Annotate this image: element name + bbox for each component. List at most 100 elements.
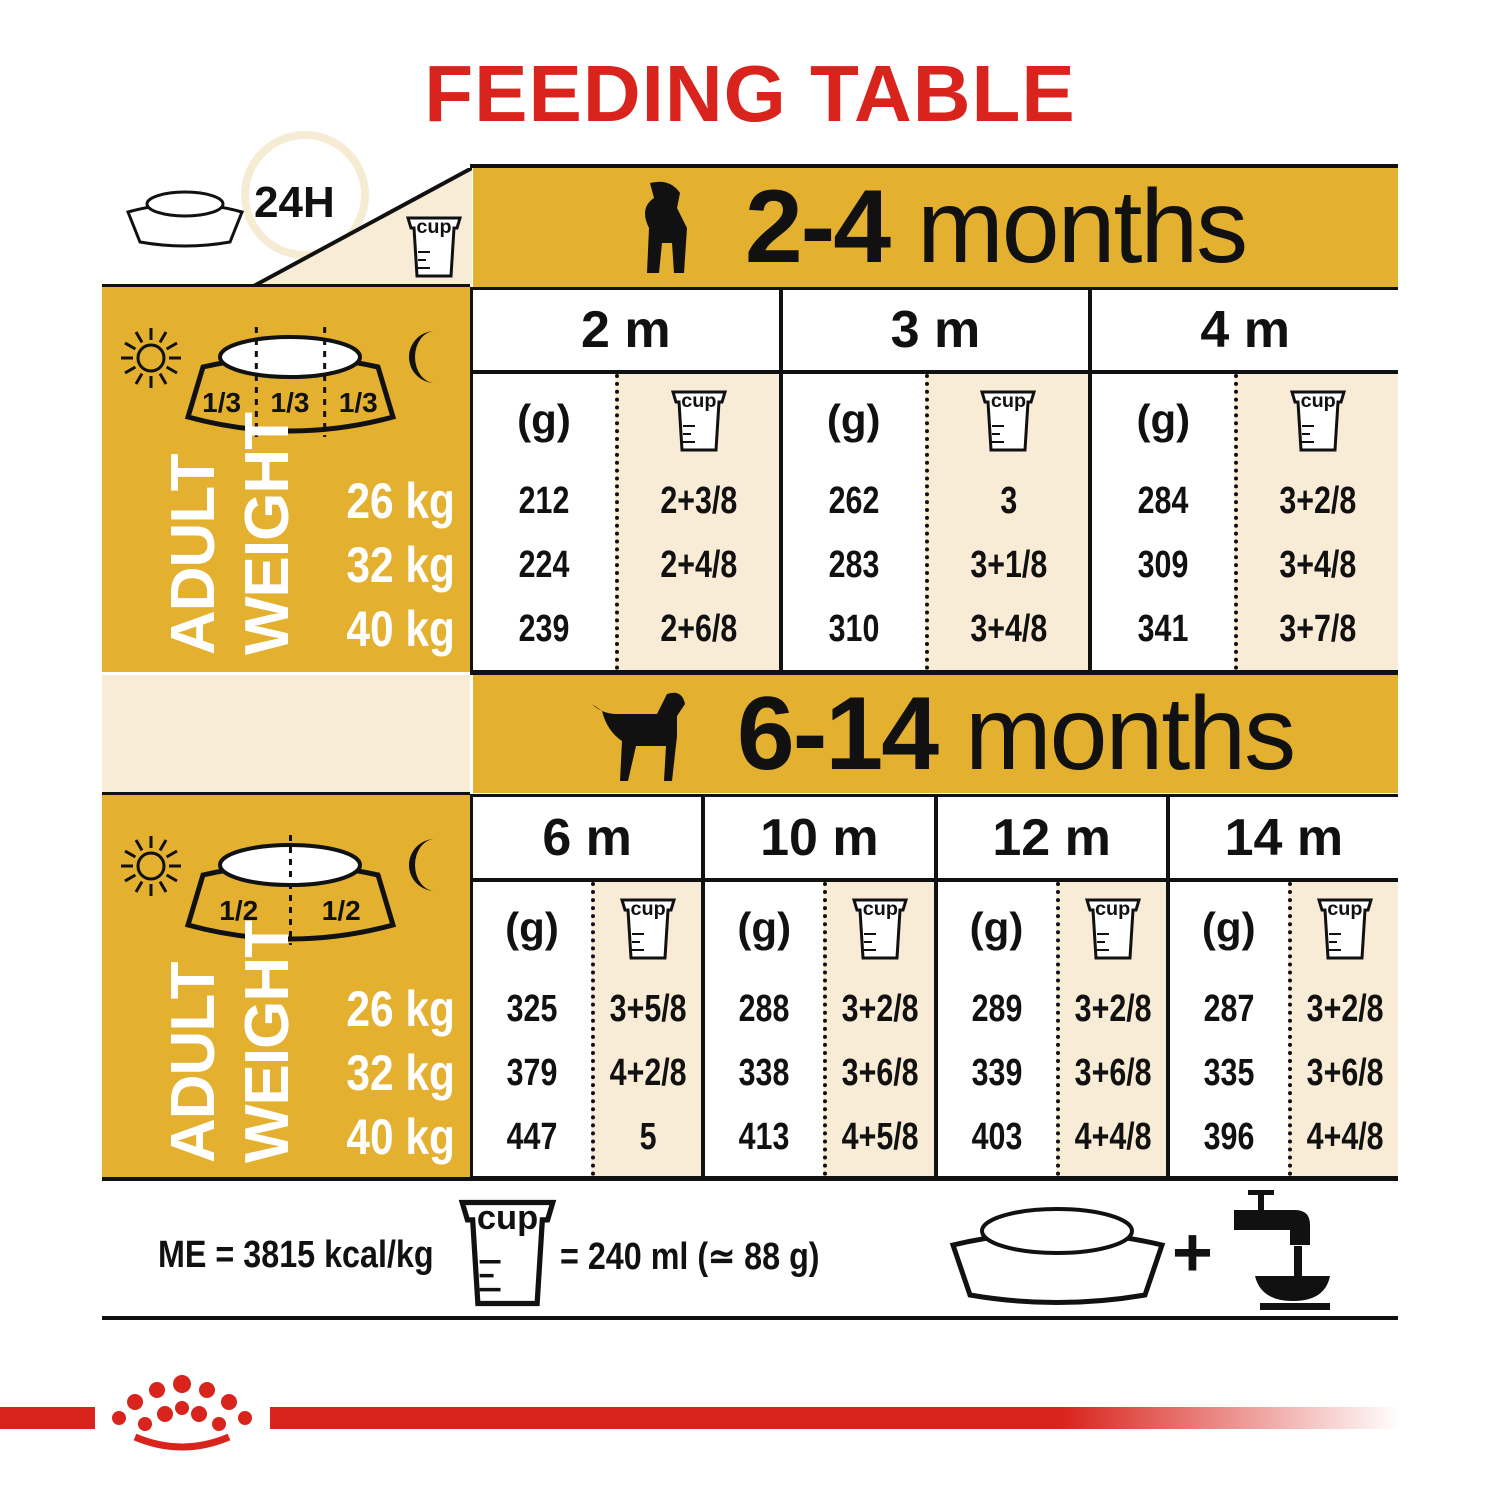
cups-column: cup 3+2/8 3+6/8 4+4/8 (1287, 882, 1398, 1176)
adult-weight: 32 kg (346, 537, 455, 593)
cups-value: 2+3/8 (660, 480, 738, 522)
age-unit: months (965, 675, 1296, 792)
grams-value: 403 (971, 1116, 1022, 1158)
cup-icon: cup (669, 386, 729, 452)
adult-label: ADULT (159, 454, 228, 655)
cups-value: 3+4/8 (970, 608, 1047, 650)
month-header: 4 m (1092, 290, 1398, 370)
grams-value: 379 (506, 1052, 558, 1094)
24h-label: 24H (254, 178, 335, 227)
cups-column: cup 3+2/8 3+6/8 4+4/8 (1055, 882, 1166, 1176)
cups-value: 3 (1000, 480, 1017, 522)
grams-column: (g) 212 224 239 (473, 374, 615, 670)
cups-value: 3+6/8 (1306, 1052, 1384, 1094)
cup-icon: cup (850, 894, 910, 960)
weight-label: WEIGHT (233, 921, 302, 1163)
cups-value: 3+2/8 (1306, 988, 1384, 1030)
divider (470, 164, 1398, 168)
adult-weight: 40 kg (346, 601, 455, 657)
grams-unit: (g) (1136, 396, 1191, 443)
grams-unit: (g) (826, 396, 881, 443)
weight-label: WEIGHT (233, 413, 302, 655)
grams-column: (g) 325 379 447 (473, 882, 591, 1176)
cups-value: 3+7/8 (1279, 608, 1357, 650)
portion-fraction: 1/3 (270, 387, 310, 418)
cups-value: 3+2/8 (1074, 988, 1152, 1030)
cups-column: cup 3+2/8 3+4/8 3+7/8 (1234, 374, 1398, 670)
divider (102, 284, 470, 287)
grams-value: 335 (1203, 1052, 1255, 1094)
adult-weight: 40 kg (346, 1109, 455, 1165)
cup-icon: cup (1315, 894, 1375, 960)
dog-silhouette-icon (591, 692, 685, 781)
grams-value: 338 (738, 1052, 790, 1094)
month-header: 12 m (937, 797, 1166, 878)
cups-value: 3+5/8 (609, 988, 687, 1030)
cups-value: 5 (639, 1116, 657, 1158)
clock-icon (241, 131, 369, 259)
grams-value: 447 (506, 1116, 558, 1158)
cups-value: 3+2/8 (1279, 480, 1357, 522)
cups-value: 2+6/8 (660, 608, 738, 650)
grams-unit: (g) (737, 904, 792, 951)
grams-value: 341 (1137, 608, 1189, 650)
moon-icon (409, 839, 435, 891)
cups-value: 4+4/8 (1306, 1116, 1384, 1158)
portion-fraction: 1/3 (202, 387, 242, 418)
adult-weight: 26 kg (346, 981, 455, 1037)
age-range: 2-4 (744, 169, 891, 285)
cups-value: 3+6/8 (1074, 1052, 1152, 1094)
food-bowl-icon (949, 1207, 1166, 1305)
grams-column: (g) 287 335 396 (1169, 882, 1288, 1176)
cups-value: 2+4/8 (660, 544, 738, 586)
month-header: 10 m (705, 797, 934, 878)
grams-column: (g) 289 339 403 (937, 882, 1056, 1176)
cup-label: cup (476, 1198, 539, 1237)
grams-value: 413 (738, 1116, 790, 1158)
cup-label: cup (1095, 897, 1131, 920)
age-band-6-14: 6-14 months (473, 675, 1398, 793)
portion-fraction: 1/3 (338, 387, 378, 418)
water-tap-bowl-icon (1234, 1190, 1330, 1310)
cup-icon: cup (1083, 894, 1143, 960)
grams-value: 239 (518, 608, 570, 650)
food-bowl-icon (125, 190, 245, 248)
age-unit: months (917, 169, 1248, 285)
cups-value: 4+4/8 (1074, 1116, 1152, 1158)
cups-column: cup 3+5/8 4+2/8 5 (591, 882, 702, 1176)
divider (470, 671, 1398, 675)
grams-value: 325 (506, 988, 558, 1030)
cup-label: cup (990, 389, 1027, 412)
divider (102, 1316, 1398, 1320)
cup-icon: cup (978, 386, 1038, 452)
portion-fraction: 1/2 (321, 895, 361, 926)
spacer-panel (102, 675, 470, 793)
sun-icon (121, 836, 181, 896)
grams-unit: (g) (517, 396, 571, 443)
age-range: 6-14 (736, 675, 939, 792)
cup-icon: cup (618, 894, 678, 960)
adult-weight: 26 kg (346, 473, 455, 529)
grams-unit: (g) (505, 904, 559, 951)
cup-label: cup (862, 897, 898, 920)
food-bowl-portions-icon (184, 835, 397, 945)
brand-crown-logo (112, 1375, 252, 1451)
month-header: 6 m (473, 797, 702, 878)
plus-sign: + (1172, 1213, 1213, 1291)
divider (102, 792, 470, 795)
grams-unit: (g) (1201, 904, 1256, 951)
cup-equivalence: = 240 ml (≃ 88 g) (560, 1236, 820, 1278)
cups-value: 4+5/8 (841, 1116, 919, 1158)
grams-value: 212 (518, 480, 570, 522)
dog-silhouette-icon (644, 181, 687, 273)
month-header: 2 m (473, 290, 779, 370)
energy-label: ME = 3815 kcal/kg (158, 1234, 434, 1276)
cup-icon: cup (455, 1192, 560, 1307)
cup-label: cup (681, 389, 717, 412)
cups-column: cup 2+3/8 2+4/8 2+6/8 (615, 374, 779, 670)
grams-unit: (g) (969, 904, 1024, 951)
brand-bar (0, 1407, 95, 1429)
cups-value: 3+4/8 (1279, 544, 1357, 586)
grams-value: 283 (828, 544, 880, 586)
cups-column: cup 3+2/8 3+6/8 4+5/8 (823, 882, 934, 1176)
